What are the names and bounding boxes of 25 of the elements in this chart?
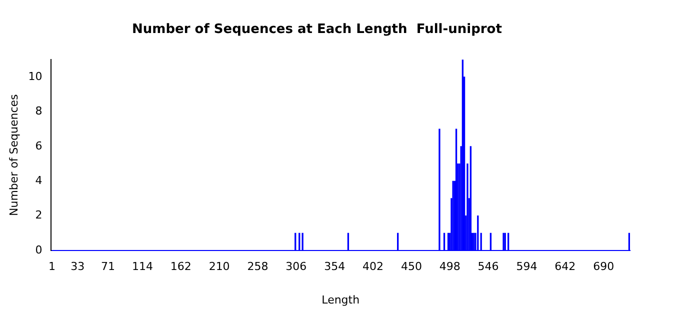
y-tick-label: 10 (28, 70, 42, 83)
x-axis-title: Length (322, 293, 360, 306)
x-tick-label: 498 (439, 260, 460, 274)
x-tick-label: 354 (324, 260, 346, 274)
x-tick-label: 450 (400, 260, 422, 274)
x-tick-label: 258 (247, 260, 268, 274)
x-tick-label: 690 (593, 260, 614, 274)
x-tick-label: 1 (48, 260, 56, 274)
x-tick-label: 210 (208, 260, 230, 274)
x-tick-label: 162 (170, 260, 192, 274)
y-axis-title: Number of Sequences (7, 94, 20, 216)
x-tick-label: 33 (70, 260, 85, 274)
x-tick-label: 546 (478, 260, 499, 274)
chart-title: Number of Sequences at Each Length Full-uniprot (132, 22, 502, 38)
x-tick-label: 306 (286, 260, 307, 274)
y-tick-label: 4 (35, 174, 42, 188)
x-tick-label: 594 (516, 260, 538, 274)
y-tick-label: 8 (35, 104, 42, 118)
x-tick-label: 71 (101, 260, 116, 274)
x-tick-label: 402 (362, 260, 384, 274)
y-tick-label: 6 (35, 139, 42, 152)
y-tick-label: 0 (35, 243, 42, 256)
y-tick-label: 2 (35, 208, 42, 222)
x-tick-label: 114 (132, 260, 153, 274)
x-tick-label: 642 (554, 260, 576, 274)
